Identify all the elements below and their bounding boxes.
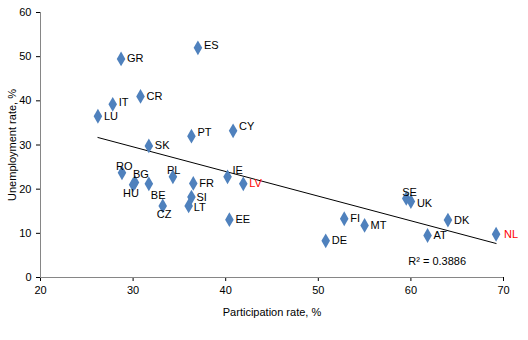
svg-text:LV: LV (249, 177, 262, 189)
svg-text:60: 60 (19, 6, 31, 18)
svg-text:40: 40 (220, 284, 232, 296)
svg-text:10: 10 (19, 227, 31, 239)
svg-text:20: 20 (34, 284, 46, 296)
svg-text:Unemployment rate, %: Unemployment rate, % (6, 89, 18, 201)
svg-text:20: 20 (19, 183, 31, 195)
svg-text:CZ: CZ (157, 208, 172, 220)
svg-text:UK: UK (417, 197, 433, 209)
svg-text:60: 60 (405, 284, 417, 296)
svg-text:SI: SI (196, 190, 207, 203)
svg-text:PL: PL (167, 164, 180, 176)
svg-text:ES: ES (204, 39, 219, 51)
svg-text:BE: BE (151, 189, 166, 201)
svg-text:PT: PT (197, 126, 211, 138)
svg-text:50: 50 (19, 50, 31, 62)
svg-text:RO: RO (116, 160, 133, 172)
svg-text:LU: LU (104, 110, 118, 122)
svg-text:70: 70 (497, 284, 509, 296)
svg-text:FI: FI (350, 212, 360, 224)
svg-text:30: 30 (19, 139, 31, 151)
svg-text:DE: DE (332, 234, 347, 246)
svg-text:DK: DK (454, 214, 470, 226)
svg-text:AT: AT (434, 229, 448, 241)
svg-text:FR: FR (199, 177, 214, 189)
svg-text:NL: NL (504, 228, 518, 240)
svg-text:30: 30 (127, 284, 139, 296)
svg-text:IE: IE (233, 164, 243, 176)
svg-text:R² = 0.3886: R² = 0.3886 (408, 255, 466, 267)
svg-text:40: 40 (19, 94, 31, 106)
svg-text:CY: CY (239, 120, 255, 132)
svg-text:MT: MT (371, 219, 387, 231)
svg-text:HU: HU (123, 187, 139, 199)
svg-text:GR: GR (127, 52, 144, 64)
svg-text:IT: IT (119, 96, 129, 108)
svg-text:50: 50 (312, 284, 324, 296)
svg-text:Participation rate, %: Participation rate, % (223, 306, 322, 318)
svg-text:BG: BG (133, 168, 149, 180)
svg-text:SE: SE (402, 186, 417, 198)
svg-text:0: 0 (25, 271, 31, 283)
svg-text:LT: LT (194, 201, 206, 213)
svg-text:CR: CR (147, 90, 163, 102)
svg-text:EE: EE (235, 213, 250, 225)
svg-text:SK: SK (155, 139, 170, 151)
